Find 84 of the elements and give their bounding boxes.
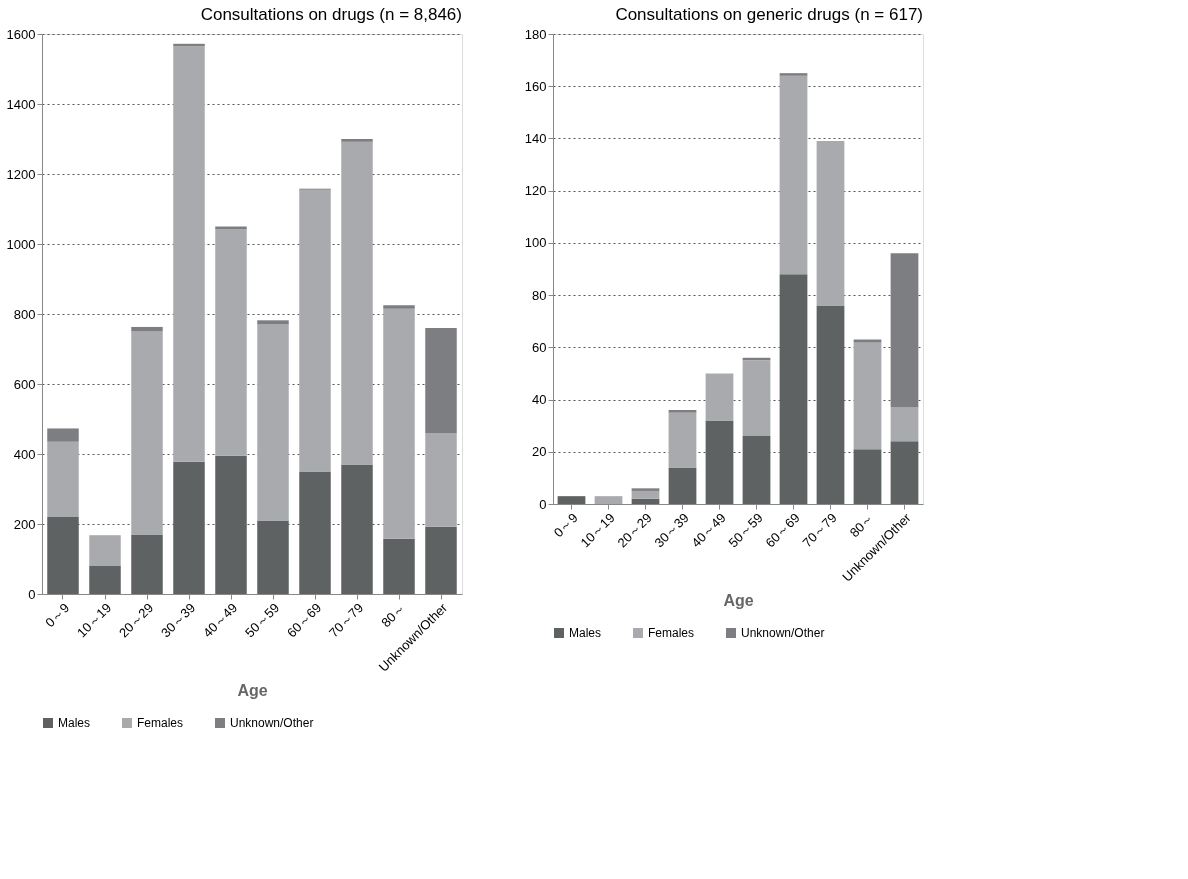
bar xyxy=(47,517,79,594)
bar xyxy=(215,455,247,594)
bar xyxy=(47,428,79,442)
bar xyxy=(173,461,205,594)
y-tick-label: 1600 xyxy=(6,26,36,42)
y-tick-label: 40 xyxy=(532,392,547,408)
bar xyxy=(425,433,457,527)
bar xyxy=(705,373,734,421)
y-tick-label: 20 xyxy=(532,444,547,460)
x-axis-title: Age xyxy=(237,681,268,699)
bar xyxy=(816,141,845,306)
bar xyxy=(631,498,660,504)
y-tick-label: 1200 xyxy=(6,166,36,182)
y-tick-label: 180 xyxy=(524,26,547,42)
chart-title: Consultations on generic drugs (n = 617) xyxy=(615,5,923,24)
bar xyxy=(131,331,163,535)
bar xyxy=(383,308,415,539)
legend-label: Males xyxy=(58,716,91,730)
bar xyxy=(668,412,697,468)
bar xyxy=(257,320,289,325)
x-tick-label: 0～9 xyxy=(42,600,73,631)
bar xyxy=(383,305,415,309)
legend-label: Females xyxy=(648,626,695,640)
x-tick-label: 30～39 xyxy=(157,600,199,641)
bar xyxy=(594,496,623,504)
y-tick-label: 0 xyxy=(28,586,36,602)
x-tick-label: 70～79 xyxy=(325,600,367,641)
bar xyxy=(890,253,919,408)
bar xyxy=(425,526,457,594)
bar xyxy=(131,534,163,594)
chart-title: Consultations on drugs (n = 8,846) xyxy=(200,5,462,24)
bar xyxy=(383,538,415,594)
y-tick-label: 160 xyxy=(524,78,547,94)
bar xyxy=(131,326,163,332)
bar xyxy=(816,305,845,504)
y-tick-label: 100 xyxy=(524,235,547,251)
y-tick-label: 120 xyxy=(524,183,547,199)
bar xyxy=(425,328,457,433)
y-tick-label: 60 xyxy=(532,339,547,355)
bar xyxy=(890,441,919,504)
x-tick-label: 20～29 xyxy=(115,600,157,641)
bar xyxy=(257,324,289,521)
bar xyxy=(742,436,771,504)
legend-label: Unknown/Other xyxy=(230,716,314,730)
y-tick-label: 0 xyxy=(539,496,547,512)
bar xyxy=(705,420,734,504)
y-tick-label: 140 xyxy=(524,130,547,146)
x-axis-title: Age xyxy=(723,591,754,609)
y-tick-label: 600 xyxy=(13,376,36,392)
bar xyxy=(47,441,79,517)
y-tick-label: 800 xyxy=(13,306,36,322)
bar xyxy=(341,141,373,465)
legend-label: Males xyxy=(569,626,602,640)
bar xyxy=(299,189,331,472)
x-tick-label: 10～19 xyxy=(73,600,115,641)
y-tick-label: 400 xyxy=(13,446,36,462)
bar xyxy=(668,467,697,504)
bar xyxy=(257,520,289,594)
bar xyxy=(853,449,882,504)
bar xyxy=(89,566,121,594)
bar xyxy=(299,471,331,594)
y-tick-label: 1000 xyxy=(6,236,36,252)
bar xyxy=(89,535,121,566)
bar xyxy=(779,274,808,504)
bar xyxy=(631,488,660,491)
bar xyxy=(853,342,882,450)
y-tick-label: 1400 xyxy=(6,96,36,112)
bar xyxy=(742,360,771,437)
x-tick-label: 40～49 xyxy=(199,600,241,641)
bar xyxy=(341,464,373,594)
legend-label: Females xyxy=(137,716,184,730)
bar xyxy=(215,229,247,456)
y-tick-label: 200 xyxy=(13,516,36,532)
bar xyxy=(668,410,697,413)
bar xyxy=(631,490,660,499)
bar xyxy=(890,407,919,442)
bar xyxy=(557,496,586,504)
bar xyxy=(173,46,205,462)
bar xyxy=(779,73,808,76)
bar xyxy=(779,75,808,275)
bar xyxy=(341,139,373,142)
y-tick-label: 80 xyxy=(532,287,547,303)
x-tick-label: 60～69 xyxy=(283,600,325,641)
x-tick-label: 50～59 xyxy=(241,600,283,641)
